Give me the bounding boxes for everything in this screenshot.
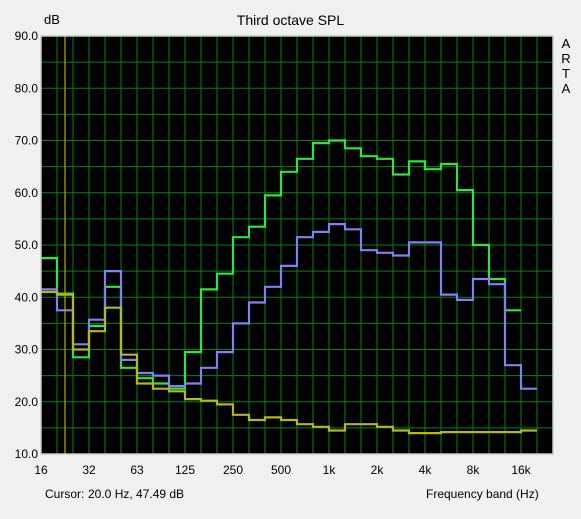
x-tick-label: 8k	[467, 463, 481, 477]
y-tick-label: 20.0	[15, 395, 39, 409]
x-tick-label: 125	[175, 463, 195, 477]
x-tick-label: 16k	[511, 463, 531, 477]
x-tick-label: 2k	[371, 463, 385, 477]
y-tick-label: 80.0	[15, 81, 39, 95]
series-group	[41, 139, 537, 435]
y-tick-label: 60.0	[15, 186, 39, 200]
x-tick-label: 32	[82, 463, 96, 477]
y-tick-label: 90.0	[15, 29, 39, 43]
series-line-3	[41, 290, 537, 435]
x-tick-label: 4k	[419, 463, 433, 477]
cursor-readout: 20.0 Hz, 47.49 dB	[88, 487, 185, 501]
y-tick-label: 70.0	[15, 134, 39, 148]
x-axis-title: Frequency band (Hz)	[426, 487, 539, 501]
brand-letter: A	[561, 81, 571, 96]
plot-frame	[40, 35, 554, 455]
brand-letter: A	[561, 36, 571, 51]
x-tick-label: 500	[271, 463, 291, 477]
brand-letter: R	[561, 51, 571, 66]
x-tick-label: 16	[34, 463, 48, 477]
x-tick-label: 250	[223, 463, 243, 477]
brand-letter: T	[562, 66, 570, 81]
y-axis-unit-label: dB	[44, 12, 60, 27]
series-line-2	[41, 223, 537, 390]
cursor-label: Cursor:	[45, 487, 85, 501]
y-tick-label: 30.0	[15, 343, 39, 357]
chart-title: Third octave SPL	[236, 12, 345, 28]
grid	[41, 36, 553, 454]
x-tick-label: 1k	[323, 463, 337, 477]
y-tick-label: 40.0	[15, 290, 39, 304]
y-tick-label: 50.0	[15, 238, 39, 252]
y-tick-label: 10.0	[15, 447, 39, 461]
x-tick-label: 63	[130, 463, 144, 477]
tick-labels: 90.0 80.0 70.0 60.0 50.0 40.0 30.0 20.0 10.0 16 32…	[15, 29, 532, 477]
